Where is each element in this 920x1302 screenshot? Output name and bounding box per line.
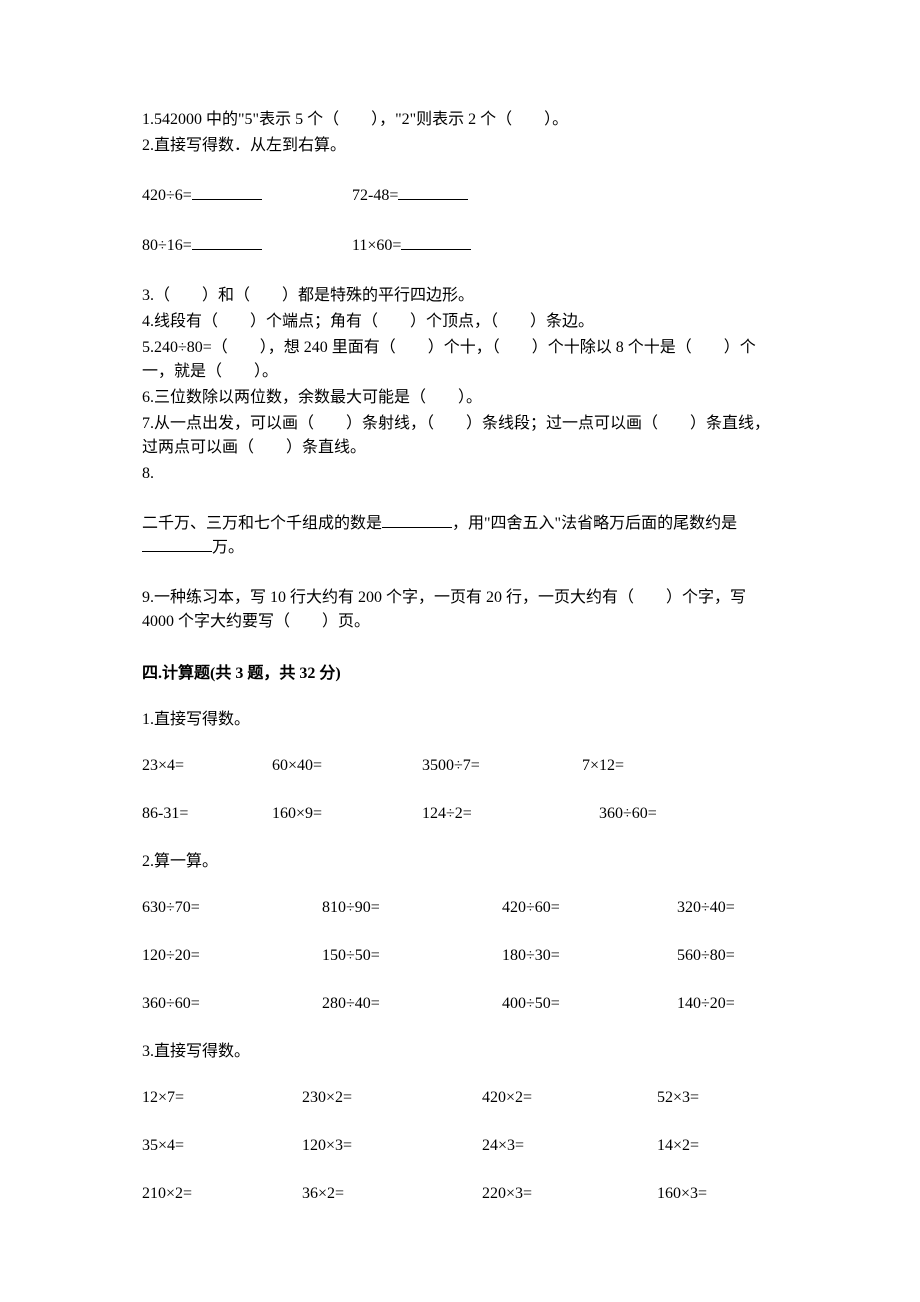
p1-r2-b: 160×9= xyxy=(272,802,422,826)
q8-label: 8. xyxy=(142,462,778,486)
document-content: 1.542000 中的"5"表示 5 个（ ），"2"则表示 2 个（ ）。 2… xyxy=(142,108,778,1206)
p3-r2-c: 24×3= xyxy=(482,1134,657,1158)
q2-r1-b: 72-48= xyxy=(352,184,468,208)
q2-r1-a-expr: 420÷6= xyxy=(142,187,192,204)
blank xyxy=(192,234,262,250)
p3-row1: 12×7= 230×2= 420×2= 52×3= xyxy=(142,1086,778,1110)
p2-header: 2.算一算。 xyxy=(142,850,778,874)
p2-r2-a: 120÷20= xyxy=(142,944,322,968)
blank xyxy=(398,184,468,200)
p1-row1: 23×4= 60×40= 3500÷7= 7×12= xyxy=(142,754,778,778)
p3-r3-d: 160×3= xyxy=(657,1182,707,1206)
q2-r1-b-expr: 72-48= xyxy=(352,187,398,204)
q8-mid: ，用"四舍五入"法省略万后面的尾数约是 xyxy=(452,515,737,532)
q2-row1: 420÷6= 72-48= xyxy=(142,184,778,208)
p3-header: 3.直接写得数。 xyxy=(142,1040,778,1064)
q7: 7.从一点出发，可以画（ ）条射线，（ ）条线段；过一点可以画（ ）条直线，过两… xyxy=(142,412,778,460)
p3-r1-a: 12×7= xyxy=(142,1086,302,1110)
section4-header: 四.计算题(共 3 题，共 32 分) xyxy=(142,662,778,686)
blank xyxy=(382,512,452,528)
p2-row3: 360÷60= 280÷40= 400÷50= 140÷20= xyxy=(142,992,778,1016)
p2-r3-c: 400÷50= xyxy=(502,992,677,1016)
p1-r2-a: 86-31= xyxy=(142,802,272,826)
p2-r1-b: 810÷90= xyxy=(322,896,502,920)
p2-r1-d: 320÷40= xyxy=(677,896,735,920)
p3-row2: 35×4= 120×3= 24×3= 14×2= xyxy=(142,1134,778,1158)
p3-row3: 210×2= 36×2= 220×3= 160×3= xyxy=(142,1182,778,1206)
q2-r2-a: 80÷16= xyxy=(142,234,352,258)
p2-r2-d: 560÷80= xyxy=(677,944,735,968)
p3-r2-b: 120×3= xyxy=(302,1134,482,1158)
q1: 1.542000 中的"5"表示 5 个（ ），"2"则表示 2 个（ ）。 xyxy=(142,108,778,132)
blank xyxy=(401,234,471,250)
p2-r3-d: 140÷20= xyxy=(677,992,735,1016)
p3-r3-c: 220×3= xyxy=(482,1182,657,1206)
p3-r1-b: 230×2= xyxy=(302,1086,482,1110)
q3: 3.（ ）和（ ）都是特殊的平行四边形。 xyxy=(142,284,778,308)
p1-r1-a: 23×4= xyxy=(142,754,272,778)
q2-row2: 80÷16= 11×60= xyxy=(142,234,778,258)
p3-r3-b: 36×2= xyxy=(302,1182,482,1206)
blank xyxy=(192,184,262,200)
p1-header: 1.直接写得数。 xyxy=(142,708,778,732)
p3-r2-d: 14×2= xyxy=(657,1134,699,1158)
p1-r2-c: 124÷2= xyxy=(422,802,557,826)
q2-r1-a: 420÷6= xyxy=(142,184,352,208)
p1-row2: 86-31= 160×9= 124÷2= 360÷60= xyxy=(142,802,778,826)
p3-r2-a: 35×4= xyxy=(142,1134,302,1158)
p1-r1-b: 60×40= xyxy=(272,754,422,778)
p2-r1-a: 630÷70= xyxy=(142,896,322,920)
p2-r1-c: 420÷60= xyxy=(502,896,677,920)
p2-row1: 630÷70= 810÷90= 420÷60= 320÷40= xyxy=(142,896,778,920)
q5: 5.240÷80=（ ），想 240 里面有（ ）个十，（ ）个十除以 8 个十… xyxy=(142,336,778,384)
p2-r3-b: 280÷40= xyxy=(322,992,502,1016)
q8-body: 二千万、三万和七个千组成的数是 ，用"四舍五入"法省略万后面的尾数约是万。 xyxy=(142,512,778,560)
q6: 6.三位数除以两位数，余数最大可能是（ ）。 xyxy=(142,386,778,410)
p2-r2-c: 180÷30= xyxy=(502,944,677,968)
p2-row2: 120÷20= 150÷50= 180÷30= 560÷80= xyxy=(142,944,778,968)
p1-r2-d: 360÷60= xyxy=(557,802,657,826)
q2-r2-b: 11×60= xyxy=(352,234,471,258)
q8-end: 万。 xyxy=(212,539,244,556)
q2-r2-a-expr: 80÷16= xyxy=(142,237,192,254)
q4: 4.线段有（ ）个端点；角有（ ）个顶点，（ ）条边。 xyxy=(142,310,778,334)
p1-r1-c: 3500÷7= xyxy=(422,754,582,778)
q9: 9.一种练习本，写 10 行大约有 200 个字，一页有 20 行，一页大约有（… xyxy=(142,586,778,634)
blank xyxy=(142,536,212,552)
q8-part1: 二千万、三万和七个千组成的数是 xyxy=(142,515,382,532)
p2-r3-a: 360÷60= xyxy=(142,992,322,1016)
p3-r1-d: 52×3= xyxy=(657,1086,699,1110)
q2-r2-b-expr: 11×60= xyxy=(352,237,401,254)
p1-r1-d: 7×12= xyxy=(582,754,624,778)
p3-r1-c: 420×2= xyxy=(482,1086,657,1110)
p3-r3-a: 210×2= xyxy=(142,1182,302,1206)
q2-intro: 2.直接写得数．从左到右算。 xyxy=(142,134,778,158)
p2-r2-b: 150÷50= xyxy=(322,944,502,968)
